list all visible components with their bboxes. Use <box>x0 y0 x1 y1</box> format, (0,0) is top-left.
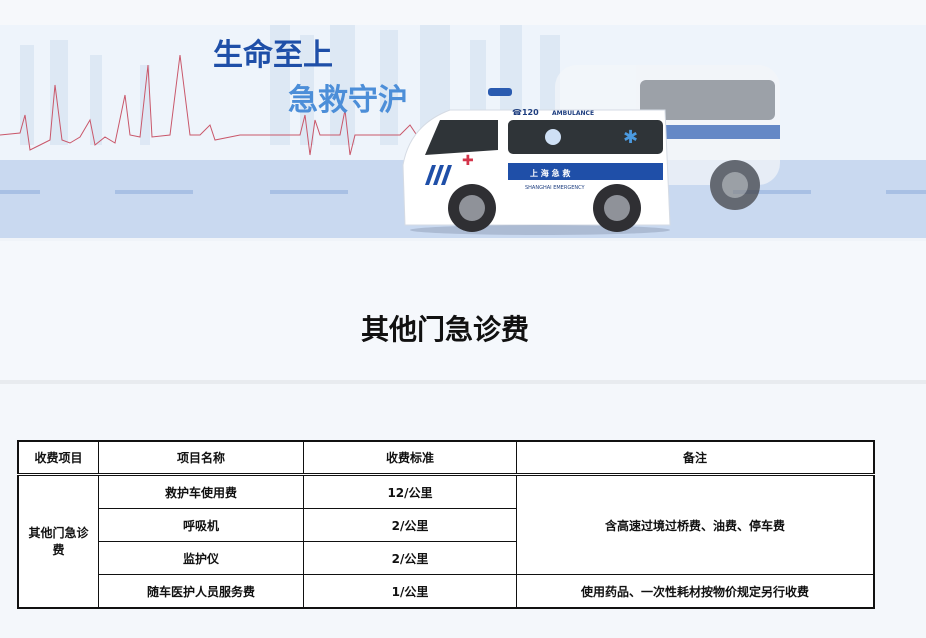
svg-text:✚: ✚ <box>462 153 474 169</box>
item-name-cell: 呼吸机 <box>98 508 304 542</box>
table-row: 监护仪 2/公里 <box>18 541 874 575</box>
table-row: 随车医护人员服务费 1/公里 使用药品、一次性耗材按物价规定另行收费 <box>18 574 875 609</box>
item-name-cell: 救护车使用费 <box>98 474 304 509</box>
category-cell: 其他门急诊费 <box>17 474 99 609</box>
svg-text:☎120: ☎120 <box>512 108 539 117</box>
svg-text:✱: ✱ <box>623 127 638 148</box>
page-title: 其他门急诊费 <box>360 313 529 346</box>
standard-cell: 2/公里 <box>303 508 517 542</box>
svg-text:AMBULANCE: AMBULANCE <box>552 110 594 117</box>
divider <box>0 380 926 384</box>
standard-cell: 12/公里 <box>303 474 517 509</box>
top-strip <box>0 0 926 25</box>
slogan-line1: 生命至上 <box>213 38 333 73</box>
standard-cell: 1/公里 <box>303 574 517 609</box>
slogan-line2: 急救守沪 <box>288 83 408 118</box>
svg-text:SHANGHAI EMERGENCY: SHANGHAI EMERGENCY <box>525 185 585 191</box>
title-area <box>0 241 926 381</box>
header-note: 备注 <box>516 440 875 476</box>
item-name-cell: 监护仪 <box>98 541 304 575</box>
standard-cell: 2/公里 <box>303 541 517 575</box>
table-row: 其他门急诊费 救护车使用费 12/公里 含高速过境过桥费、油费、停车费 <box>17 474 875 609</box>
item-name-cell: 随车医护人员服务费 <box>98 574 304 609</box>
front-ambulance: ✱ ☎120 AMBULANCE 上 海 急 救 SHANGHAI EMERGE… <box>402 88 671 235</box>
note-cell: 使用药品、一次性耗材按物价规定另行收费 <box>516 574 875 609</box>
fee-table: 收费项目 项目名称 收费标准 备注 其他门急诊费 救护车使用费 12/公里 含高… <box>17 440 875 609</box>
header-item-name: 项目名称 <box>98 440 304 476</box>
header-fee-standard: 收费标准 <box>303 440 517 476</box>
table-header-row: 收费项目 项目名称 收费标准 备注 <box>17 440 875 476</box>
header-fee-item: 收费项目 <box>17 440 99 476</box>
banner-illustration: 生命至上 急救守沪 ✱ ☎120 AMBULANCE 上 海 急 救 SHANG… <box>0 25 926 241</box>
note-cell: 含高速过境过桥费、油费、停车费 <box>516 474 875 575</box>
svg-text:上 海 急 救: 上 海 急 救 <box>530 168 570 178</box>
